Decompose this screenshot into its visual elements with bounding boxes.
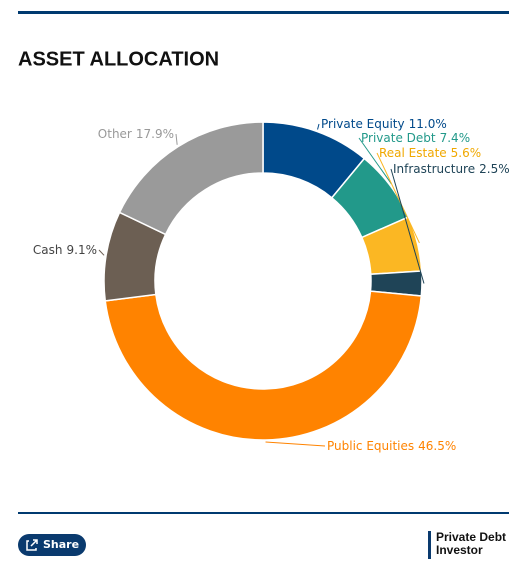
share-label[interactable]: Share: [43, 538, 79, 551]
label-name: Infrastructure: [393, 162, 475, 176]
slice-label: Private Debt 7.4%: [361, 131, 470, 145]
label-value: 17.9%: [136, 127, 174, 141]
label-name: Public Equities: [327, 439, 414, 453]
share-button[interactable]: Share: [18, 534, 86, 556]
label-value: 11.0%: [409, 117, 447, 131]
label-name: Private Debt: [361, 131, 436, 145]
label-value: 2.5%: [479, 162, 510, 176]
leader-line: [98, 249, 105, 256]
slice-label: Real Estate 5.6%: [379, 146, 481, 160]
label-name: Other: [98, 127, 132, 141]
top-rule: [18, 11, 509, 14]
donut-slice: [104, 290, 423, 441]
slice-label: Cash 9.1%: [33, 243, 97, 257]
label-value: 9.1%: [67, 243, 98, 257]
leader-line: [265, 441, 326, 447]
logo-bar: [428, 531, 431, 559]
donut-slice: [118, 121, 264, 236]
label-value: 46.5%: [418, 439, 456, 453]
leader-line: [376, 152, 420, 244]
label-name: Private Equity: [321, 117, 405, 131]
logo-line: Private Debt: [436, 530, 506, 544]
leader-line: [317, 123, 320, 130]
slice-label: Infrastructure 2.5%: [393, 162, 510, 176]
leader-line: [175, 133, 178, 145]
leader-line: [358, 137, 392, 185]
slice-label: Private Equity 11.0%: [321, 117, 447, 131]
slice-label: Public Equities 46.5%: [327, 439, 456, 453]
share-icon: [26, 539, 38, 551]
chart-title: ASSET ALLOCATION: [18, 48, 219, 70]
label-value: 5.6%: [451, 146, 482, 160]
label-name: Real Estate: [379, 146, 447, 160]
slice-label: Other 17.9%: [98, 127, 174, 141]
leader-line: [390, 168, 425, 284]
label-value: 7.4%: [440, 131, 471, 145]
bottom-rule: [18, 512, 509, 514]
logo-line: Investor: [436, 543, 483, 557]
label-name: Cash: [33, 243, 63, 257]
